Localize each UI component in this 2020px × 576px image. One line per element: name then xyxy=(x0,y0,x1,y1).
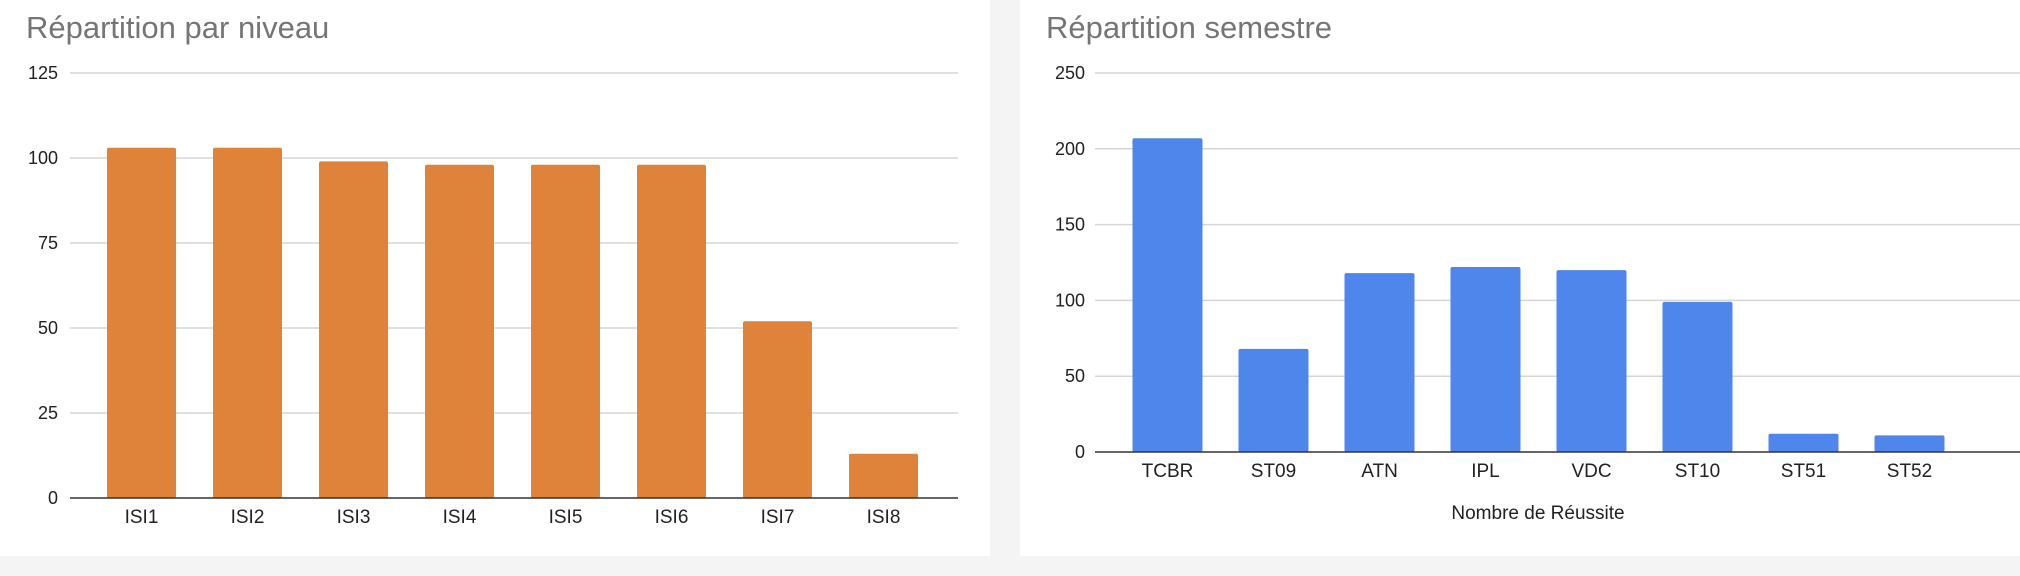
chart-title: Répartition semestre xyxy=(1046,10,1333,45)
bar-vdc xyxy=(1556,270,1627,452)
chart-panel-level: Répartition par niveau 0 25 50 75 100 125 ISI1… xyxy=(0,0,990,556)
bar-st52 xyxy=(1874,435,1945,452)
bar-chart-level: 0 25 50 75 100 125 ISI1 ISI2 ISI3 ISI4 ISI5 ISI6 ISI… xyxy=(28,63,958,528)
y-tick-label: 0 xyxy=(48,488,58,508)
x-tick-label: ST52 xyxy=(1887,461,1932,482)
bar-isi8 xyxy=(849,453,918,498)
bar-tcbr xyxy=(1132,138,1203,453)
x-tick-label: VDC xyxy=(1571,461,1611,482)
x-tick-label: ST51 xyxy=(1781,461,1826,482)
bar-isi3 xyxy=(319,161,388,498)
y-tick-label: 250 xyxy=(1055,63,1085,83)
x-tick-label: ISI1 xyxy=(125,507,159,528)
bar-st51 xyxy=(1768,433,1839,452)
y-tick-label: 50 xyxy=(1065,366,1085,386)
x-tick-label: IPL xyxy=(1471,461,1500,482)
x-tick-label: TCBR xyxy=(1142,461,1194,482)
bar-atn xyxy=(1344,273,1415,452)
bar-isi1 xyxy=(107,147,176,499)
y-tick-label: 200 xyxy=(1055,139,1085,159)
y-tick-label: 25 xyxy=(38,403,58,423)
bar-st10 xyxy=(1662,301,1733,452)
y-tick-label: 100 xyxy=(28,148,58,168)
x-axis-title: Nombre de Réussite xyxy=(1451,503,1624,524)
x-tick-label: ST10 xyxy=(1675,461,1720,482)
x-tick-label: ISI6 xyxy=(655,507,689,528)
chart-title: Répartition par niveau xyxy=(26,10,330,45)
x-tick-label: ISI4 xyxy=(443,507,477,528)
y-tick-label: 0 xyxy=(1075,442,1085,462)
bar-isi4 xyxy=(425,164,494,499)
y-tick-label: 125 xyxy=(28,63,58,83)
bar-isi2 xyxy=(213,147,282,499)
y-tick-label: 50 xyxy=(38,318,58,338)
bar-chart-semester: 0 50 100 150 200 250 TCBR ST09 ATN IPL VDC ST10 ST51… xyxy=(1055,63,2020,524)
bar-isi7 xyxy=(743,321,812,498)
x-tick-label: ISI3 xyxy=(337,507,371,528)
bar-st09 xyxy=(1238,348,1309,452)
y-tick-label: 75 xyxy=(38,233,58,253)
y-tick-label: 150 xyxy=(1055,215,1085,235)
chart-panel-semester: Répartition semestre 0 50 100 150 200 250 TCBR… xyxy=(1020,0,2020,556)
x-tick-label: ISI2 xyxy=(231,507,265,528)
bar-isi6 xyxy=(637,164,706,499)
x-tick-label: ISI5 xyxy=(549,507,583,528)
y-tick-label: 100 xyxy=(1055,290,1085,310)
x-tick-label: ST09 xyxy=(1251,461,1296,482)
x-tick-label: ISI8 xyxy=(867,507,901,528)
bar-isi5 xyxy=(531,164,600,499)
x-tick-label: ATN xyxy=(1361,461,1398,482)
bar-ipl xyxy=(1450,267,1521,452)
x-tick-label: ISI7 xyxy=(761,507,795,528)
